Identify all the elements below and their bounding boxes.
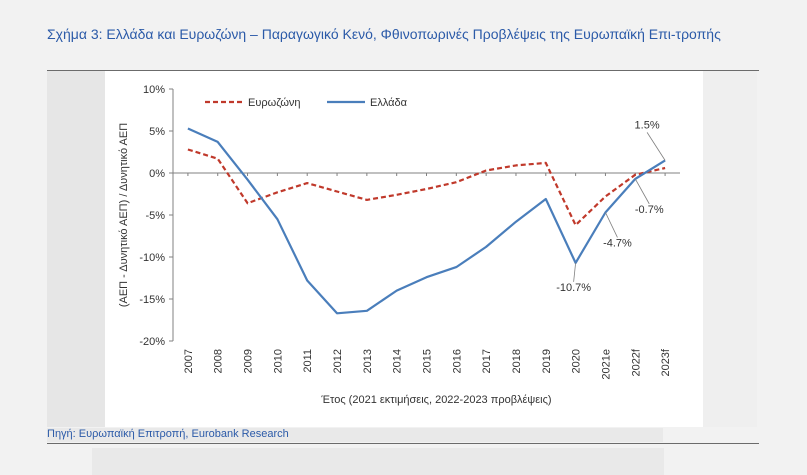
x-tick-label: 2018	[511, 349, 523, 373]
x-tick-label: 2011	[302, 349, 314, 373]
y-axis-title: (ΑΕΠ - Δυνητικό ΑΕΠ) / Δυνητικό ΑΕΠ	[118, 123, 130, 307]
y-tick-label: 5%	[149, 126, 165, 138]
right-margin-band	[703, 71, 757, 427]
series-line-eurozone	[187, 148, 666, 227]
y-tick-label: -10%	[139, 252, 165, 264]
annotation-leader	[634, 178, 650, 205]
x-tick-label: 2013	[362, 349, 374, 373]
x-tick-label: 2020	[571, 349, 583, 373]
source-bar	[47, 428, 663, 442]
source-note: Πηγή: Ευρωπαϊκή Επιτροπή, Eurobank Resea…	[47, 428, 289, 440]
left-margin-band	[47, 71, 105, 427]
y-tick-label: 0%	[149, 168, 165, 180]
x-tick-label: 2014	[392, 349, 404, 373]
title-divider	[47, 70, 759, 71]
output-gap-chart: 10% 5% 0% -5% -10% -15% -20% 2007 2008 2009 2010 20…	[118, 84, 680, 406]
figure-title: Σχήμα 3: Ελλάδα και Ευρωζώνη – Παραγωγικ…	[47, 26, 721, 42]
annotation-label: -4.7%	[603, 237, 632, 249]
annotation-leader	[605, 212, 618, 238]
series-line-greece	[187, 127, 666, 315]
x-tick-label: 2023f	[660, 348, 672, 376]
x-axis-title: Έτος (2021 εκτιμήσεις, 2022-2023 προβλέψ…	[320, 394, 551, 406]
annotation-label: 1.5%	[635, 119, 660, 131]
x-tick-label: 2017	[481, 349, 493, 373]
x-tick-label: 2016	[451, 349, 463, 373]
annotation-leader	[573, 262, 577, 282]
x-tick-label: 2015	[422, 349, 434, 373]
footer-divider	[47, 443, 759, 444]
x-tick-label: 2022f	[630, 348, 642, 376]
legend-label: Ελλάδα	[370, 97, 408, 109]
y-tick-label: -20%	[139, 336, 165, 348]
legend-label: Ευρωζώνη	[248, 97, 301, 109]
y-tick-label: 10%	[143, 84, 165, 96]
x-tick-label: 2010	[272, 349, 284, 373]
annotation-leader	[646, 132, 666, 161]
x-tick-label: 2021e	[600, 349, 612, 380]
x-tick-label: 2008	[213, 349, 225, 373]
annotation-label: -10.7%	[556, 282, 591, 294]
x-tick-label: 2009	[243, 349, 255, 373]
bottom-panel	[92, 448, 664, 475]
annotation-label: -0.7%	[635, 204, 664, 216]
y-tick-label: -15%	[139, 294, 165, 306]
chart-panel: 10% 5% 0% -5% -10% -15% -20% 2007 2008 2009 2010 20…	[105, 71, 703, 427]
y-tick-label: -5%	[145, 210, 165, 222]
x-tick-label: 2007	[183, 349, 195, 373]
x-tick-label: 2019	[541, 349, 553, 373]
x-tick-label: 2012	[332, 349, 344, 373]
